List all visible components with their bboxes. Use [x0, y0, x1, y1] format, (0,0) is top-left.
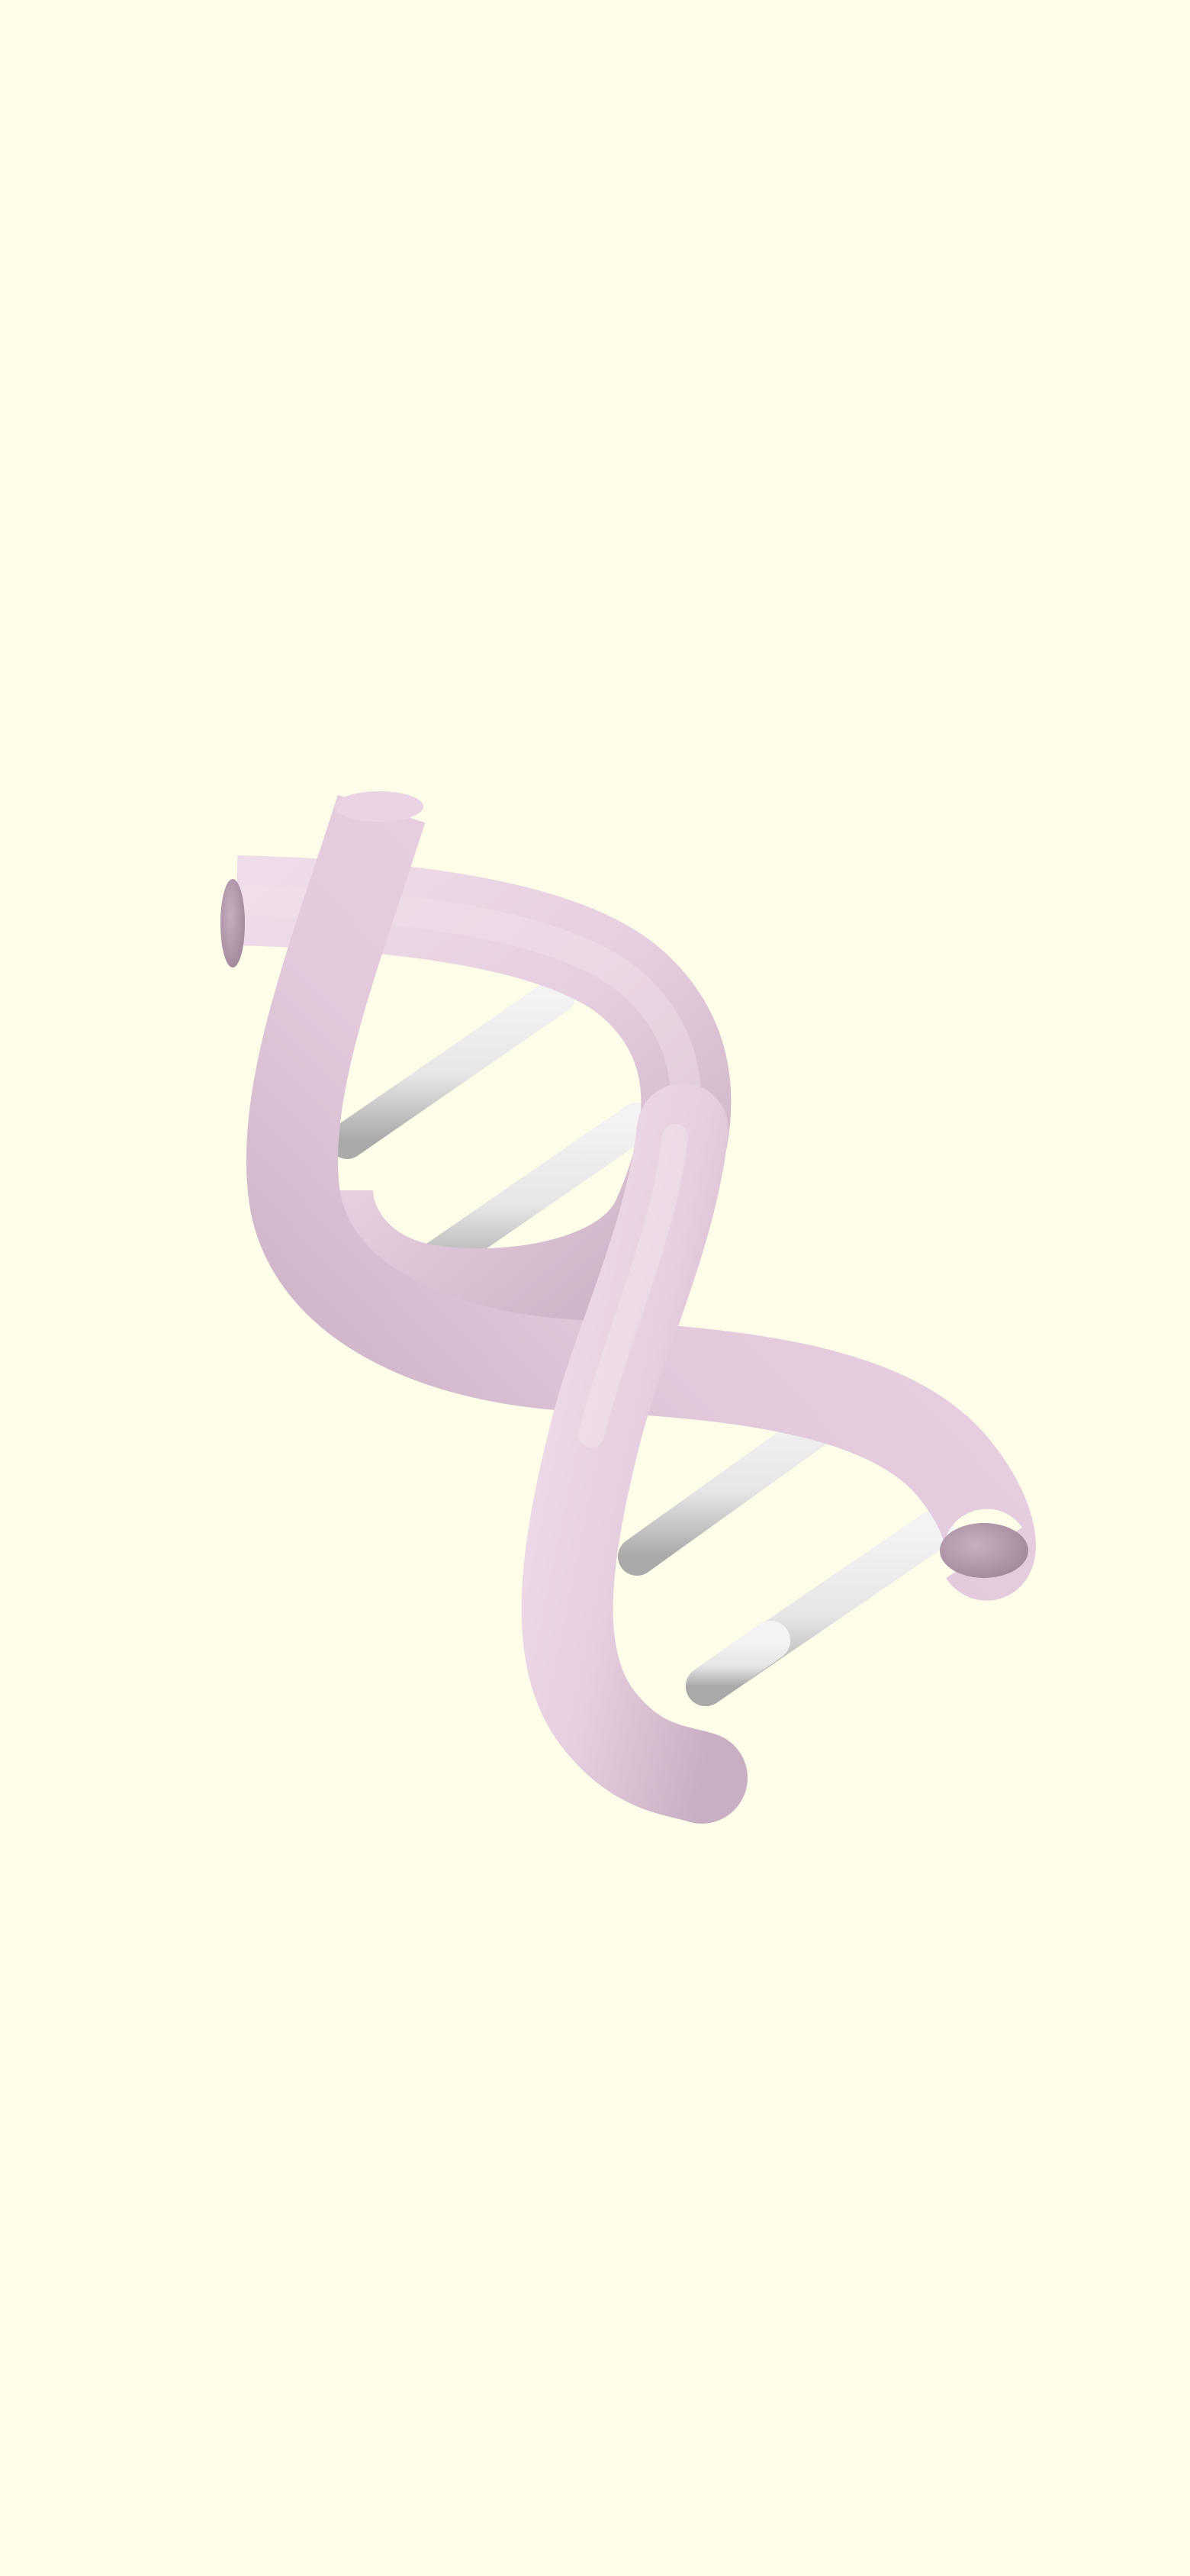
rung-4-front	[686, 1621, 790, 1706]
rung-1	[329, 977, 575, 1159]
helix-strand-b	[246, 791, 1036, 1601]
strand-a-top-cap	[220, 879, 245, 968]
strand-b-top-cap	[335, 791, 423, 822]
strand-b-bottom-cap	[940, 1523, 1028, 1578]
helix-strand-crossing	[521, 1084, 748, 1824]
